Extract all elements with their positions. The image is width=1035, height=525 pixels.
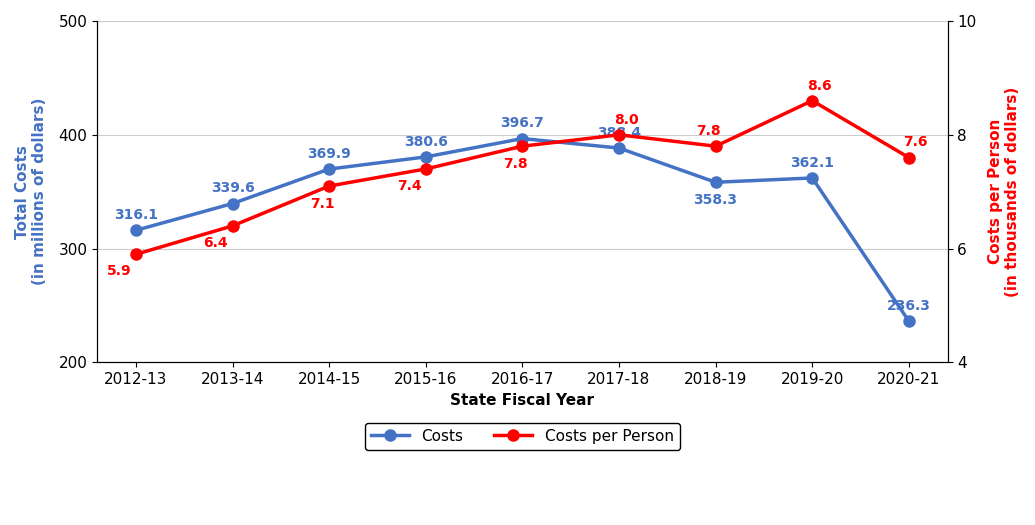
Costs [613,145,625,151]
Costs per Person [419,166,432,172]
Costs per Person [516,143,529,149]
Text: 369.9: 369.9 [307,147,351,161]
Text: 7.6: 7.6 [904,135,928,150]
Costs per Person [227,223,239,229]
Costs [323,166,335,172]
Text: 8.0: 8.0 [614,113,639,127]
Costs [516,135,529,142]
Text: 6.4: 6.4 [204,236,228,250]
Line: Costs per Person: Costs per Person [130,95,915,260]
Text: 5.9: 5.9 [107,264,131,278]
Line: Costs: Costs [130,133,915,327]
Text: 7.1: 7.1 [309,197,334,211]
Text: 380.6: 380.6 [404,135,448,149]
X-axis label: State Fiscal Year: State Fiscal Year [450,393,594,408]
Text: 362.1: 362.1 [791,156,834,170]
Costs [227,201,239,207]
Costs per Person [903,154,915,161]
Text: 8.6: 8.6 [807,79,831,92]
Legend: Costs, Costs per Person: Costs, Costs per Person [365,423,680,450]
Text: 7.4: 7.4 [396,179,421,193]
Costs [709,179,721,185]
Text: 236.3: 236.3 [887,299,930,313]
Costs per Person [709,143,721,149]
Costs per Person [323,183,335,189]
Text: 7.8: 7.8 [503,158,528,172]
Y-axis label: Costs per Person
(in thousands of dollars): Costs per Person (in thousands of dollar… [987,87,1021,297]
Costs [129,227,142,234]
Text: 316.1: 316.1 [114,208,158,222]
Costs [806,175,819,181]
Text: 396.7: 396.7 [501,117,544,130]
Costs [903,318,915,324]
Costs per Person [613,132,625,138]
Costs [419,154,432,160]
Text: 388.4: 388.4 [597,126,641,140]
Text: 358.3: 358.3 [693,194,738,207]
Text: 7.8: 7.8 [697,124,721,138]
Y-axis label: Total Costs
(in millions of dollars): Total Costs (in millions of dollars) [14,98,48,286]
Costs per Person [129,251,142,257]
Text: 339.6: 339.6 [211,182,255,195]
Costs per Person [806,98,819,104]
